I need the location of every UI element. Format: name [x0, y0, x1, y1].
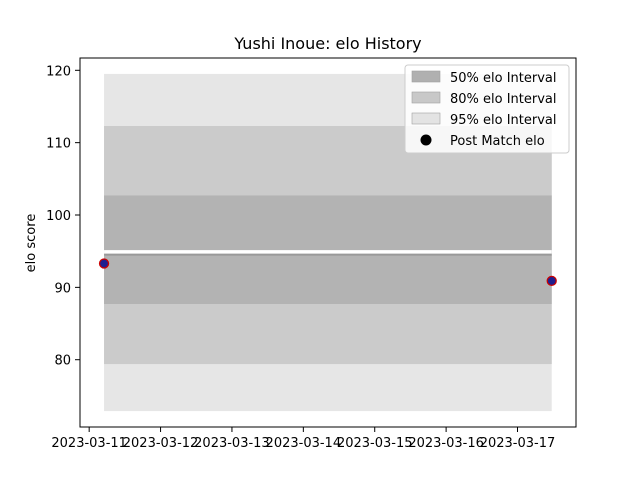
x-tick-label: 2023-03-13: [194, 436, 270, 451]
legend-label: 50% elo Interval: [450, 71, 557, 86]
x-tick-label: 2023-03-15: [337, 436, 413, 451]
post-match-point: [546, 275, 557, 286]
legend-label: 80% elo Interval: [450, 92, 557, 107]
x-axis: 2023-03-112023-03-122023-03-132023-03-14…: [51, 427, 555, 451]
legend-label: 95% elo Interval: [450, 113, 557, 128]
legend-box: [404, 64, 570, 154]
legend-swatch-band: [411, 112, 441, 125]
y-tick-label: 110: [46, 137, 71, 152]
x-tick-label: 2023-03-14: [266, 436, 342, 451]
legend-swatch-band: [411, 70, 441, 83]
legend-swatch-band: [411, 91, 441, 104]
y-tick-label: 120: [46, 64, 71, 79]
y-axis: 80 90 100 110 120: [46, 64, 80, 369]
x-tick-label: 2023-03-12: [123, 436, 199, 451]
x-tick-label: 2023-03-17: [480, 436, 556, 451]
post-match-point: [98, 258, 110, 269]
plot-frame: [79, 57, 577, 428]
y-tick-label: 80: [54, 354, 71, 369]
y-axis-label: elo score: [24, 214, 39, 273]
band-50: [104, 195, 552, 304]
chart-title: Yushi Inoue: elo History: [233, 34, 421, 53]
legend: 50% elo Interval 80% elo Interval 95% elo …: [404, 64, 570, 154]
x-tick-label: 2023-03-11: [51, 436, 127, 451]
y-tick-label: 100: [46, 209, 71, 224]
legend-label: Post Match elo: [450, 134, 545, 149]
legend-marker-point: [420, 134, 432, 146]
y-tick-label: 90: [54, 281, 71, 296]
x-tick-label: 2023-03-16: [408, 436, 484, 451]
